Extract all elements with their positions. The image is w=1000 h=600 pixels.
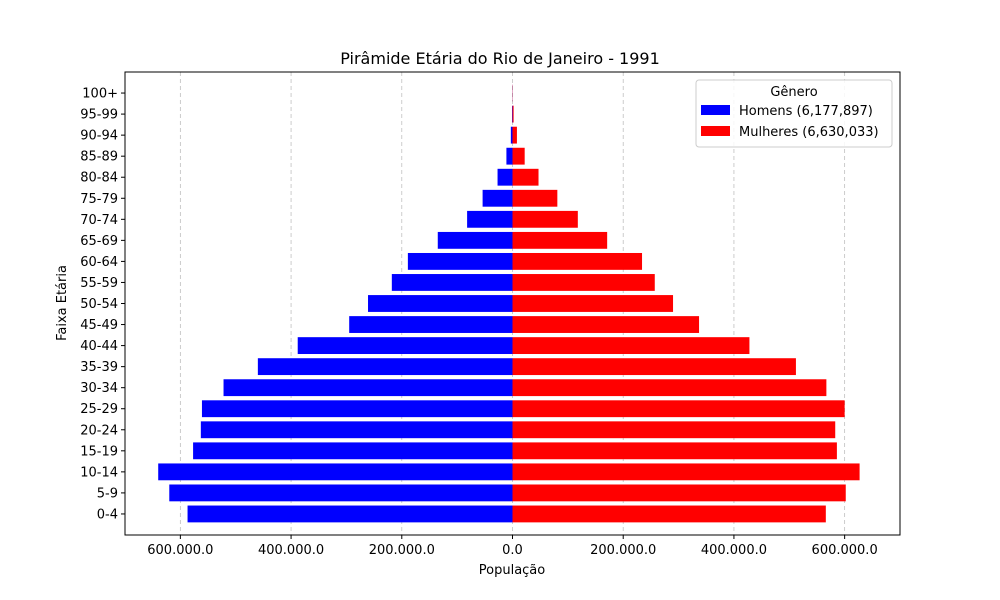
x-tick-label: 200.000.0 [590, 543, 656, 558]
y-tick-label: 10-14 [80, 465, 118, 480]
x-axis-label: População [479, 563, 546, 578]
legend-label-homens: Homens (6,177,897) [739, 104, 873, 119]
bar-mulheres-40-44 [512, 337, 750, 355]
chart-title: Pirâmide Etária do Rio de Janeiro - 1991 [340, 49, 660, 68]
bar-mulheres-10-14 [512, 463, 860, 481]
legend-label-mulheres: Mulheres (6,630,033) [739, 125, 879, 140]
bar-mulheres-50-54 [512, 295, 674, 312]
x-tick-label: 600.000.0 [147, 543, 213, 558]
bars [158, 84, 860, 523]
y-tick-label: 0-4 [97, 507, 118, 522]
bar-homens-20-24 [200, 421, 513, 439]
bar-mulheres-20-24 [512, 421, 836, 439]
y-tick-label: 90-94 [80, 129, 118, 144]
x-tick-label: 0.0 [502, 543, 523, 558]
bar-homens-5-9 [169, 484, 513, 502]
bar-homens-85-89 [506, 147, 513, 165]
bar-homens-30-34 [223, 379, 513, 397]
x-axis-ticks: 600.000.0 400.000.0 200.000.0 0.0 200.000.0 4… [147, 535, 878, 558]
bar-mulheres-0-4 [512, 505, 826, 523]
bar-homens-90-94 [510, 126, 513, 144]
y-tick-label: 30-34 [80, 381, 118, 396]
bar-homens-10-14 [158, 463, 513, 481]
legend-swatch-homens [701, 105, 730, 115]
legend-title: Gênero [770, 85, 817, 100]
legend-box [695, 79, 893, 148]
bar-mulheres-15-19 [512, 442, 837, 460]
y-tick-label: 65-69 [80, 234, 118, 249]
bar-homens-50-54 [368, 295, 513, 312]
x-tick-label: 400.000.0 [258, 543, 324, 558]
y-axis-label: Faixa Etária [55, 265, 70, 341]
x-tick-label: 200.000.0 [369, 543, 435, 558]
y-tick-label: 80-84 [80, 171, 118, 186]
y-tick-label: 50-54 [80, 297, 118, 312]
y-tick-label: 60-64 [80, 255, 118, 270]
bar-mulheres-30-34 [512, 379, 827, 397]
bar-mulheres-35-39 [512, 358, 796, 376]
bar-homens-45-49 [349, 316, 513, 333]
y-tick-label: 5-9 [97, 486, 118, 501]
bar-homens-75-79 [482, 189, 513, 207]
bar-homens-15-19 [193, 442, 513, 460]
legend: Gênero Homens (6,177,897) Mulheres (6,63… [695, 79, 893, 148]
y-tick-label: 40-44 [80, 339, 118, 354]
bar-homens-35-39 [257, 358, 513, 376]
y-tick-label: 20-24 [80, 423, 118, 438]
bar-homens-55-59 [391, 274, 513, 291]
bar-homens-40-44 [297, 337, 513, 355]
x-tick-label: 600.000.0 [812, 543, 878, 558]
bar-mulheres-65-69 [512, 231, 608, 249]
bar-homens-65-69 [437, 231, 513, 249]
bar-mulheres-85-89 [512, 147, 525, 165]
bar-mulheres-5-9 [512, 484, 846, 502]
bar-homens-0-4 [187, 505, 513, 523]
bar-homens-80-84 [497, 168, 513, 186]
y-tick-label: 75-79 [80, 192, 118, 207]
bar-mulheres-75-79 [512, 189, 558, 207]
bar-homens-60-64 [407, 252, 513, 270]
legend-swatch-mulheres [701, 126, 730, 136]
y-tick-label: 15-19 [80, 444, 118, 459]
y-tick-label: 45-49 [80, 318, 118, 333]
y-axis-ticks: 0-4 5-9 10-14 15-19 20-24 25-29 30-34 35-39 40-4… [80, 87, 125, 522]
bar-mulheres-45-49 [512, 316, 700, 333]
bar-mulheres-60-64 [512, 252, 643, 270]
bar-mulheres-70-74 [512, 210, 578, 228]
bar-mulheres-55-59 [512, 274, 655, 291]
y-tick-label: 55-59 [80, 276, 118, 291]
bar-mulheres-95-99 [512, 105, 514, 123]
y-tick-label: 95-99 [80, 108, 118, 123]
y-tick-label: 25-29 [80, 402, 118, 417]
y-tick-label: 85-89 [80, 150, 118, 165]
bar-homens-70-74 [467, 210, 513, 228]
bar-mulheres-25-29 [512, 400, 845, 418]
bar-mulheres-90-94 [512, 126, 517, 144]
x-tick-label: 400.000.0 [701, 543, 767, 558]
y-tick-label: 70-74 [80, 213, 118, 228]
bar-mulheres-80-84 [512, 168, 539, 186]
bar-homens-25-29 [201, 400, 513, 418]
y-tick-label: 100+ [82, 87, 118, 102]
y-tick-label: 35-39 [80, 360, 118, 375]
